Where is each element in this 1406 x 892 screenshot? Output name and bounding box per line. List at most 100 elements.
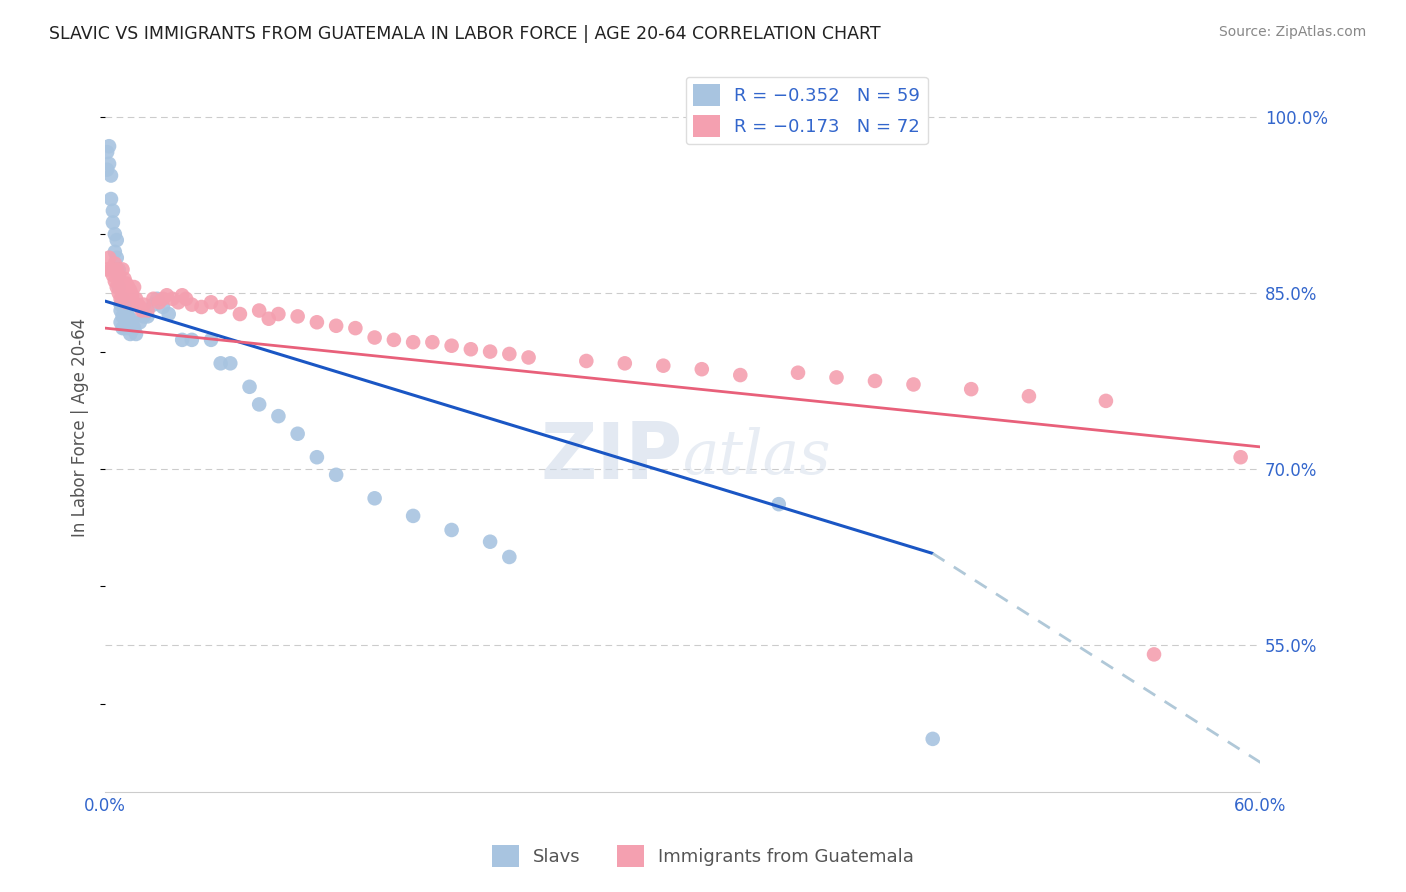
Point bbox=[690, 362, 713, 376]
Point bbox=[142, 292, 165, 306]
Y-axis label: In Labor Force | Age 20-64: In Labor Force | Age 20-64 bbox=[72, 318, 89, 538]
Point bbox=[363, 330, 385, 344]
Point bbox=[157, 307, 180, 321]
Point bbox=[120, 284, 142, 298]
Point bbox=[325, 318, 347, 333]
Point bbox=[98, 251, 121, 265]
Point bbox=[156, 288, 179, 302]
Point bbox=[120, 326, 142, 341]
Point bbox=[247, 397, 270, 411]
Point bbox=[115, 295, 138, 310]
Point bbox=[111, 292, 134, 306]
Point bbox=[110, 292, 132, 306]
Point bbox=[825, 370, 848, 384]
Point bbox=[104, 274, 127, 288]
Point bbox=[460, 343, 482, 357]
Point bbox=[148, 295, 170, 310]
Point bbox=[247, 303, 270, 318]
Point bbox=[110, 315, 132, 329]
Point bbox=[174, 292, 197, 306]
Point bbox=[921, 731, 943, 746]
Point bbox=[100, 169, 122, 183]
Text: Source: ZipAtlas.com: Source: ZipAtlas.com bbox=[1219, 25, 1367, 39]
Point bbox=[382, 333, 405, 347]
Point bbox=[219, 295, 242, 310]
Point bbox=[104, 244, 127, 259]
Point bbox=[1095, 393, 1118, 408]
Point bbox=[172, 288, 194, 302]
Point bbox=[190, 300, 212, 314]
Point bbox=[180, 333, 202, 347]
Point bbox=[98, 139, 121, 153]
Point bbox=[863, 374, 886, 388]
Point bbox=[422, 335, 444, 350]
Point bbox=[121, 315, 143, 329]
Point bbox=[768, 497, 790, 511]
Point bbox=[267, 409, 290, 424]
Point bbox=[111, 310, 134, 324]
Point bbox=[111, 280, 134, 294]
Point bbox=[104, 256, 127, 270]
Point bbox=[120, 311, 142, 326]
Point bbox=[96, 262, 118, 277]
Point bbox=[325, 467, 347, 482]
Point bbox=[131, 303, 153, 318]
Text: ZIP: ZIP bbox=[540, 419, 682, 495]
Point bbox=[267, 307, 290, 321]
Point bbox=[96, 162, 118, 177]
Point bbox=[402, 508, 425, 523]
Point bbox=[107, 268, 129, 283]
Point bbox=[101, 268, 124, 283]
Point bbox=[363, 491, 385, 506]
Point bbox=[180, 298, 202, 312]
Point bbox=[132, 310, 155, 324]
Point bbox=[200, 295, 222, 310]
Point bbox=[132, 298, 155, 312]
Point bbox=[219, 356, 242, 370]
Point bbox=[105, 262, 128, 277]
Point bbox=[128, 300, 150, 314]
Point bbox=[105, 233, 128, 247]
Point bbox=[100, 192, 122, 206]
Point bbox=[152, 292, 174, 306]
Point bbox=[110, 303, 132, 318]
Point bbox=[238, 380, 260, 394]
Point bbox=[104, 227, 127, 242]
Point bbox=[652, 359, 675, 373]
Point bbox=[136, 303, 159, 318]
Point bbox=[162, 292, 184, 306]
Point bbox=[121, 288, 143, 302]
Point bbox=[125, 326, 148, 341]
Point bbox=[142, 298, 165, 312]
Point bbox=[107, 280, 129, 294]
Point bbox=[344, 321, 367, 335]
Point bbox=[479, 534, 502, 549]
Point bbox=[229, 307, 252, 321]
Point bbox=[96, 145, 118, 159]
Point bbox=[209, 356, 232, 370]
Point bbox=[575, 354, 598, 368]
Point bbox=[105, 251, 128, 265]
Point bbox=[110, 274, 132, 288]
Point bbox=[105, 280, 128, 294]
Point bbox=[152, 300, 174, 314]
Point bbox=[98, 157, 121, 171]
Point bbox=[440, 339, 463, 353]
Point bbox=[498, 549, 520, 564]
Point bbox=[114, 298, 136, 312]
Point bbox=[114, 272, 136, 286]
Point bbox=[146, 292, 169, 306]
Point bbox=[517, 351, 540, 365]
Point bbox=[114, 321, 136, 335]
Point bbox=[287, 310, 309, 324]
Point bbox=[257, 311, 280, 326]
Point bbox=[122, 321, 145, 335]
Point bbox=[125, 292, 148, 306]
Point bbox=[903, 377, 925, 392]
Point bbox=[498, 347, 520, 361]
Point bbox=[117, 280, 139, 294]
Point bbox=[305, 315, 328, 329]
Point bbox=[200, 333, 222, 347]
Point bbox=[117, 321, 139, 335]
Point bbox=[1229, 450, 1251, 465]
